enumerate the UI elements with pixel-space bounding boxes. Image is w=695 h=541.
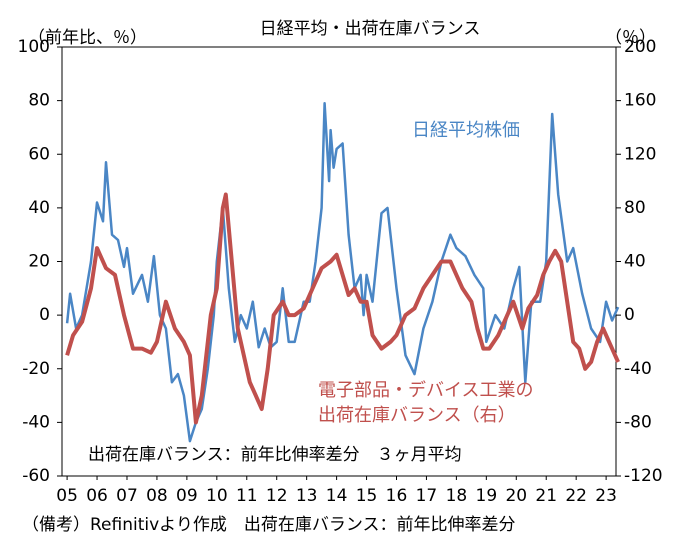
y-tick-label: -40 xyxy=(22,412,50,432)
series-line xyxy=(65,102,620,443)
y2-tick-label: -80 xyxy=(624,412,652,432)
series-label: 電子部品・デバイス工業の 出荷在庫バランス（右） xyxy=(318,380,534,426)
x-tick-label: 15 xyxy=(356,486,378,506)
x-tick-label: 16 xyxy=(386,486,408,506)
x-tick-label: 19 xyxy=(476,486,498,506)
y-tick-label: 40 xyxy=(28,198,50,218)
x-tick-label: 11 xyxy=(236,486,258,506)
x-tick-label: 14 xyxy=(326,486,348,506)
note: 出荷在庫バランス：前年比伸率差分 ３ヶ月平均 xyxy=(88,445,462,465)
x-tick-label: 06 xyxy=(86,486,108,506)
x-tick-label: 18 xyxy=(446,486,468,506)
y-tick-label: 60 xyxy=(28,144,50,164)
y-tick-label: -20 xyxy=(22,359,50,379)
x-tick-label: 21 xyxy=(535,486,557,506)
x-tick-label: 12 xyxy=(266,486,288,506)
y-tick-label: 80 xyxy=(28,91,50,111)
y2-tick-label: 0 xyxy=(624,305,635,325)
y-tick-label: 20 xyxy=(28,252,50,272)
y-axis-label: （前年比、％） xyxy=(28,28,147,48)
series-line xyxy=(65,192,620,425)
y2-tick-label: -120 xyxy=(624,466,663,486)
y2-tick-label: 160 xyxy=(624,91,656,111)
y-tick-label: 100 xyxy=(18,37,50,57)
x-tick-label: 13 xyxy=(296,486,318,506)
x-tick-label: 09 xyxy=(176,486,198,506)
x-tick-label: 23 xyxy=(595,486,617,506)
y-tick-label: 0 xyxy=(39,305,50,325)
x-tick-label: 10 xyxy=(206,486,228,506)
y2-tick-label: 80 xyxy=(624,198,646,218)
x-tick-label: 20 xyxy=(505,486,527,506)
y-tick-label: -60 xyxy=(22,466,50,486)
y2-tick-label: -40 xyxy=(624,359,652,379)
y2-axis-label: （％） xyxy=(605,28,656,48)
y2-tick-label: 200 xyxy=(624,37,656,57)
x-tick-label: 22 xyxy=(565,486,587,506)
x-tick-label: 08 xyxy=(146,486,168,506)
series-label: 日経平均株価 xyxy=(412,120,520,141)
y2-tick-label: 120 xyxy=(624,144,656,164)
y2-tick-label: 40 xyxy=(624,252,646,272)
x-tick-label: 05 xyxy=(56,486,78,506)
x-tick-label: 17 xyxy=(416,486,438,506)
chart-title: 日経平均・出荷在庫バランス xyxy=(260,19,481,39)
footer: （備考）Refinitivより作成 出荷在庫バランス：前年比伸率差分 xyxy=(22,515,515,535)
x-tick-label: 07 xyxy=(116,486,138,506)
